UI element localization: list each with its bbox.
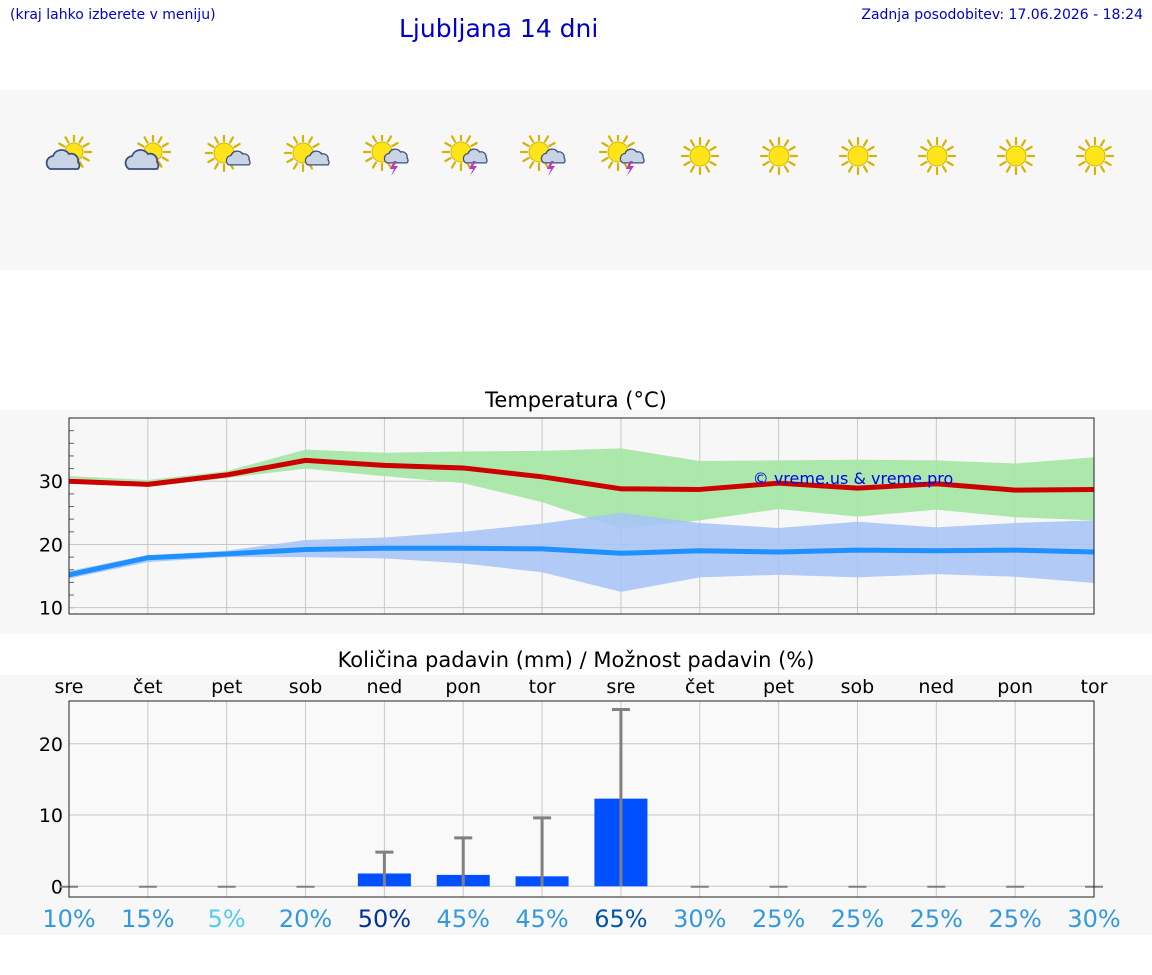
precip-probability: 15% bbox=[121, 905, 174, 933]
precip-probability: 45% bbox=[515, 905, 568, 933]
precip-probability: 25% bbox=[988, 905, 1041, 933]
sun-icon bbox=[681, 136, 720, 176]
max-temp-point bbox=[778, 482, 780, 484]
min-temp-point bbox=[935, 550, 937, 552]
sun-small-cloud-icon bbox=[283, 135, 330, 173]
x-category-label: ned bbox=[918, 676, 954, 698]
sun-thunder-icon bbox=[599, 135, 646, 176]
x-category-label: pon bbox=[997, 676, 1033, 698]
max-temp-point bbox=[383, 464, 385, 466]
min-temp-point bbox=[620, 552, 622, 554]
max-temp-point bbox=[226, 474, 228, 476]
forecast-row bbox=[0, 89, 1152, 269]
max-temp-point bbox=[462, 467, 464, 469]
min-temp-point bbox=[305, 549, 307, 551]
min-temp-point bbox=[778, 551, 780, 553]
max-temp-point bbox=[541, 476, 543, 478]
min-temp-point bbox=[1014, 549, 1016, 551]
min-temp-point bbox=[856, 549, 858, 551]
temp-chart-title: Temperatura (°C) bbox=[485, 388, 667, 412]
min-temp-point bbox=[226, 553, 228, 555]
y-tick-label: 20 bbox=[39, 734, 63, 756]
min-temp-point bbox=[147, 557, 149, 559]
precip-probability: 20% bbox=[279, 905, 332, 933]
precip-probability: 50% bbox=[358, 905, 411, 933]
max-temp-point bbox=[699, 488, 701, 490]
max-temp-point bbox=[620, 488, 622, 490]
x-category-label: čet bbox=[133, 676, 163, 698]
x-category-label: čet bbox=[685, 676, 715, 698]
min-temp-point bbox=[383, 547, 385, 549]
precip-probability: 10% bbox=[42, 905, 95, 933]
plot-frame bbox=[68, 700, 1095, 898]
x-category-label: ned bbox=[366, 676, 402, 698]
sun-thunder-icon bbox=[362, 135, 409, 176]
cloudy-sun-icon bbox=[45, 135, 93, 171]
x-category-label: pet bbox=[211, 676, 242, 698]
y-tick-label: 30 bbox=[39, 471, 63, 493]
x-category-label: pon bbox=[445, 676, 481, 698]
precip-probability: 30% bbox=[1067, 905, 1120, 933]
watermark: © vreme.us & vreme.pro bbox=[753, 469, 954, 488]
sun-small-cloud-icon bbox=[204, 135, 251, 173]
plot-frame bbox=[68, 417, 1095, 615]
precipitation-chart: sre čet pet sob ned pon tor sre čet pet sob ned pon t… bbox=[39, 676, 1121, 933]
x-category-label: sre bbox=[55, 676, 84, 698]
sun-icon bbox=[1075, 136, 1114, 176]
page-title: Ljubljana 14 dni bbox=[399, 14, 599, 43]
min-temp-line bbox=[68, 545, 1095, 578]
sun-thunder-icon bbox=[441, 135, 488, 176]
precip-probability: 25% bbox=[831, 905, 884, 933]
forecast-band bbox=[0, 90, 1152, 270]
precip-probability: 65% bbox=[594, 905, 647, 933]
max-temp-range-band bbox=[69, 448, 1094, 529]
last-updated: Zadnja posodobitev: 17.06.2026 - 18:24 bbox=[861, 7, 1143, 23]
max-temp-point bbox=[305, 459, 307, 461]
max-temp-point bbox=[147, 483, 149, 485]
max-temp-point bbox=[1014, 489, 1016, 491]
sun-icon bbox=[838, 136, 878, 176]
precip-probability: 25% bbox=[752, 905, 805, 933]
x-category-label: sob bbox=[289, 676, 323, 698]
plot-area bbox=[69, 418, 1094, 614]
sun-icon bbox=[759, 136, 799, 176]
min-temp-point bbox=[462, 547, 464, 549]
precip-probability: 30% bbox=[673, 905, 726, 933]
precip-probability: 5% bbox=[208, 905, 246, 933]
precip-probability: 25% bbox=[910, 905, 963, 933]
cloudy-sun-icon bbox=[124, 135, 171, 171]
precip-chart-title: Količina padavin (mm) / Možnost padavin … bbox=[337, 648, 815, 672]
temperature-chart: 10 20 30 © vreme.us & vreme.pro bbox=[39, 417, 1095, 620]
x-category-label: tor bbox=[529, 676, 556, 698]
max-temp-point bbox=[935, 483, 937, 485]
x-category-label: sob bbox=[841, 676, 875, 698]
max-temp-point bbox=[856, 487, 858, 489]
sun-thunder-icon bbox=[520, 135, 567, 176]
max-temp-line bbox=[68, 457, 1095, 493]
plot-area bbox=[69, 701, 1094, 897]
precip-probability: 45% bbox=[437, 905, 490, 933]
x-category-label: pet bbox=[763, 676, 794, 698]
x-category-label: sre bbox=[606, 676, 635, 698]
min-temp-point bbox=[541, 548, 543, 550]
y-tick-label: 20 bbox=[39, 534, 63, 556]
min-temp-point bbox=[699, 550, 701, 552]
x-category-label: tor bbox=[1081, 676, 1108, 698]
y-tick-label: 10 bbox=[39, 805, 63, 827]
y-tick-label: 10 bbox=[39, 598, 63, 620]
sun-icon bbox=[917, 136, 956, 176]
y-tick-label: 0 bbox=[51, 876, 63, 898]
sun-icon bbox=[996, 136, 1035, 176]
location-hint: (kraj lahko izberete v meniju) bbox=[10, 7, 216, 23]
